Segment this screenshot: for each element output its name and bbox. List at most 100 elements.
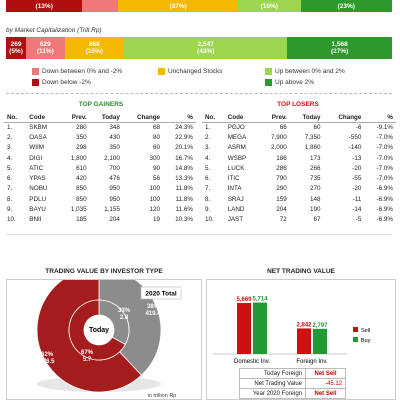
- outer-grey-value: 419.4: [145, 311, 161, 317]
- investor-panel: 2020 Total 38% 419.4 62% 676.5 33% 2.8 6…: [6, 279, 202, 400]
- table-cell: 159: [276, 195, 287, 203]
- inner-red-value: 5.7: [83, 357, 92, 363]
- bar-value-label: 2,797: [312, 323, 328, 329]
- investor-donut-chart: 2020 Total 38% 419.4 62% 676.5 33% 2.8 6…: [36, 280, 182, 399]
- market-cap-segment: 629 (11%): [26, 37, 65, 59]
- breadth-segment: [82, 0, 119, 12]
- inner-red-pct: 67%: [81, 350, 94, 356]
- table-cell: PGJO: [227, 123, 245, 131]
- segment-pct: (37%): [169, 2, 187, 10]
- x-tick-label: Domestic Inv.: [234, 359, 270, 365]
- table-cell: -6.9%: [376, 216, 393, 224]
- breadth-segment: (16%): [237, 0, 301, 12]
- x-tick-label: Foreign Inv.: [296, 359, 328, 365]
- legend-label-down-between: Down between 0% and -2%: [42, 68, 123, 75]
- table-cell: ASRM: [227, 144, 246, 152]
- table-cell: 10.: [205, 216, 214, 224]
- table-cell: 100: [149, 185, 161, 193]
- table-cell: SRAJ: [227, 195, 244, 203]
- bar-sell-1: [297, 328, 311, 354]
- segment-value: 1,568: [331, 41, 348, 48]
- column-header: No.: [202, 113, 225, 123]
- column-header: %: [364, 113, 396, 123]
- table-cell: 60: [153, 144, 161, 152]
- breadth-segment: (37%): [118, 0, 238, 12]
- column-header: Prev.: [59, 113, 90, 123]
- segment-pct: (13%): [35, 2, 53, 10]
- table-cell: 6.: [7, 175, 13, 183]
- summary-row: Today Foreign Net Sell: [239, 368, 346, 379]
- column-header: %: [163, 113, 196, 123]
- column-header: Today: [89, 113, 123, 123]
- top-losers-table: No. Code Prev. Today Change% 1. PGJO 66 60 -6 -9.…: [202, 113, 396, 225]
- top-losers-title: TOP LOSERS: [277, 101, 319, 108]
- table-cell: OASA: [29, 133, 47, 141]
- bar-buy-0: [253, 302, 267, 354]
- table-cell: 90: [153, 164, 161, 172]
- summary-label: Today Foreign: [239, 368, 306, 379]
- table-cell: 9.: [7, 206, 13, 214]
- table-cell: 9.: [205, 206, 211, 214]
- table-cell: 300: [149, 154, 161, 162]
- table-row: 3. ASRM 2,000 1,860 -140 -7.0%: [202, 143, 396, 153]
- summary-value: Net Sell: [305, 388, 346, 399]
- table-cell: 68: [153, 123, 161, 131]
- table-cell: -6.9%: [376, 185, 393, 193]
- bar-value-label: 5,669: [236, 297, 252, 303]
- table-cell: -9.1%: [376, 123, 393, 131]
- table-cell: -7.0%: [376, 164, 393, 172]
- table-cell: -7.0%: [376, 175, 393, 183]
- segment-value: 269: [10, 41, 22, 48]
- table-cell: 72: [279, 216, 287, 224]
- table-cell: WSBP: [227, 154, 247, 162]
- net-summary-table: Today Foreign Net Sell Net Trading Value -4…: [239, 368, 346, 399]
- table-cell: 2.: [7, 133, 13, 141]
- table-cell: 790: [276, 175, 287, 183]
- legend-swatch-up-above: [265, 79, 272, 86]
- table-row: 6. ITIC 790 735 -55 -7.0%: [202, 173, 396, 183]
- bar-sell-0: [237, 302, 251, 354]
- table-cell: -6.9%: [376, 206, 393, 214]
- table-cell: -14: [352, 206, 362, 214]
- table-cell: 100: [149, 195, 161, 203]
- column-header: Change: [122, 113, 164, 123]
- table-cell: INTA: [227, 185, 242, 193]
- segment-pct: (43%): [197, 48, 215, 55]
- table-cell: ITIC: [227, 175, 240, 183]
- table-cell: BAYU: [29, 206, 46, 214]
- breadth-segment: (13%): [6, 0, 83, 12]
- segment-pct: (15%): [85, 48, 104, 55]
- column-header: Code: [224, 113, 260, 123]
- section-divider: [6, 93, 392, 94]
- donut-inner-red-slice: [68, 299, 126, 361]
- inner-grey-value: 2.8: [120, 315, 129, 321]
- summary-value: Net Sell: [305, 368, 346, 379]
- table-cell: MEGA: [227, 133, 247, 141]
- column-header: No.: [4, 113, 27, 123]
- table-cell: LUCK: [227, 164, 245, 172]
- summary-row: Net Trading Value -45.12: [239, 378, 346, 389]
- table-cell: 7.: [205, 185, 211, 193]
- outer-red-pct: 62%: [41, 352, 54, 358]
- legend-label-down-below: Down below -2%: [42, 79, 91, 86]
- market-cap-bar: 269 (5%) 629 (11%) 868 (15%) 2,547 (43%) 1,568 (2…: [6, 37, 392, 59]
- table-cell: 120: [149, 206, 161, 214]
- table-cell: 16.7%: [175, 154, 193, 162]
- table-row: 8. PDLU 850 950 100 11.8%: [4, 194, 196, 204]
- table-cell: 66: [279, 123, 287, 131]
- legend-swatch-down-between: [32, 68, 39, 75]
- market-cap-subtitle: by Market Capitalization (Trill.Rp): [6, 27, 102, 34]
- donut-center: [84, 315, 114, 345]
- net-trading-chart: 5,669 5,714 Domestic Inv. 2,842 2,797 Foreign…: [213, 297, 371, 365]
- net-trading-title: NET TRADING VALUE: [267, 268, 335, 275]
- table-cell: 148: [310, 195, 321, 203]
- table-cell: 850: [76, 195, 87, 203]
- table-cell: 10.: [7, 216, 16, 224]
- legend-label-up-between: Up between 0% and 2%: [275, 68, 345, 75]
- table-cell: 24.3%: [175, 123, 193, 131]
- summary-row: Year 2020 Foreign Net Sell: [239, 388, 346, 399]
- market-cap-segment: 868 (15%): [64, 37, 125, 59]
- table-cell: WIIM: [29, 144, 44, 152]
- table-cell: 286: [276, 164, 287, 172]
- table-cell: 185: [76, 216, 87, 224]
